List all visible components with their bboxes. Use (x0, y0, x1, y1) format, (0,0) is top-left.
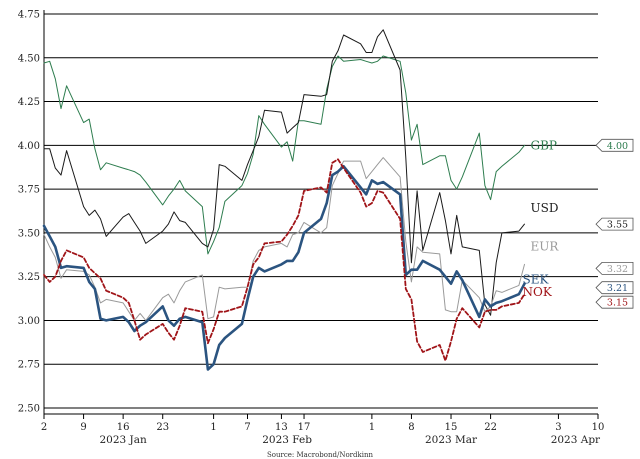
series-line-gbp (43, 55, 525, 255)
x-tick-label: 1 (369, 422, 375, 433)
x-tick-label: 17 (298, 422, 311, 433)
end-value-label-nok: 3.15 (607, 298, 628, 309)
y-tick-label: 2.75 (18, 360, 40, 371)
series-line-nok (43, 158, 526, 362)
axes: 2.50 2.75 3.00 3.25 3.50 3.75 4.00 4.25 4.50 4.75… (18, 10, 605, 447)
x-tick-label: 1 (210, 422, 216, 433)
series-label-eur: EUR (531, 239, 560, 253)
x-month-label: 2023 Jan (99, 434, 147, 446)
series-label-gbp: GBP (531, 138, 557, 152)
x-month-label: 2023 Feb (262, 434, 312, 446)
x-tick-label: 8 (408, 422, 414, 433)
series-line-eur (43, 157, 525, 321)
x-tick-label: 15 (445, 422, 458, 433)
series-line-sek (42, 165, 526, 371)
series-line-usd (43, 29, 525, 316)
series-lines (42, 29, 526, 371)
end-value-label-eur: 3.32 (607, 264, 628, 275)
series-label-usd: USD (531, 201, 559, 215)
source-note: Source: Macrobond/Nordkinn (267, 451, 374, 459)
end-value-box-usd (595, 217, 634, 231)
y-tick-label: 4.00 (18, 141, 40, 152)
x-tick-label: 9 (80, 422, 86, 433)
series-labels: GBP 4.00 USD 3.55 EUR 3.32 SEK 3.21 NOK 3.15 (523, 138, 634, 309)
y-tick-label: 3.75 (18, 185, 40, 196)
y-tick-label: 4.50 (18, 53, 40, 64)
x-tick-label: 22 (484, 422, 497, 433)
series-label-sek: SEK (523, 273, 550, 287)
x-tick-label: 23 (156, 422, 169, 433)
y-tick-label: 3.00 (18, 316, 40, 327)
x-tick-label: 2 (41, 422, 47, 433)
x-month-label: 2023 Mar (425, 434, 478, 446)
x-tick-label: 16 (117, 422, 130, 433)
x-tick-label: 7 (244, 422, 250, 433)
series-label-nok: NOK (523, 285, 553, 299)
end-value-label-gbp: 4.00 (607, 141, 628, 152)
end-value-box-eur (595, 262, 634, 275)
x-tick-label: 13 (275, 422, 288, 433)
end-value-box-nok (595, 295, 634, 309)
x-tick-label: 3 (555, 422, 561, 433)
end-value-label-sek: 3.21 (607, 283, 628, 294)
end-value-box-sek (595, 281, 634, 295)
gridlines (44, 13, 598, 409)
y-tick-label: 3.50 (18, 228, 40, 239)
y-tick-label: 4.75 (18, 10, 40, 21)
x-month-label: 2023 Apr (551, 434, 601, 446)
x-tick-label: 10 (592, 422, 605, 433)
end-value-box-gbp (595, 138, 634, 152)
y-tick-label: 4.25 (18, 97, 40, 108)
y-tick-label: 3.25 (18, 272, 40, 283)
y-tick-label: 2.50 (18, 404, 40, 415)
end-value-label-usd: 3.55 (607, 220, 628, 231)
